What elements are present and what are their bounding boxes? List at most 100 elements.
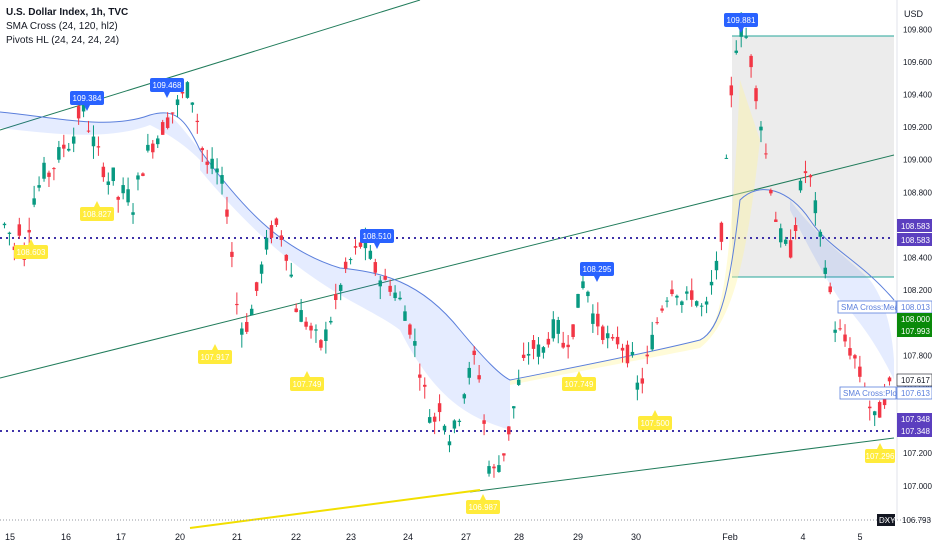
candle-down[interactable] — [531, 340, 536, 349]
candle-down[interactable] — [803, 171, 808, 174]
candle-down[interactable] — [230, 251, 234, 257]
candle-down[interactable] — [388, 285, 392, 292]
candle-down[interactable] — [334, 294, 338, 300]
candle-up[interactable] — [724, 157, 729, 159]
candle-up[interactable] — [324, 329, 328, 341]
candle-up[interactable] — [403, 311, 407, 321]
candle-up[interactable] — [190, 102, 195, 105]
candle-up[interactable] — [551, 319, 556, 339]
candle-down[interactable] — [472, 350, 476, 356]
candle-up[interactable] — [586, 291, 590, 297]
candle-down[interactable] — [808, 175, 813, 178]
candle-up[interactable] — [497, 465, 501, 472]
candle-down[interactable] — [645, 354, 649, 357]
candle-down[interactable] — [235, 303, 239, 306]
candle-down[interactable] — [225, 209, 229, 217]
candle-down[interactable] — [853, 355, 857, 359]
candle-down[interactable] — [116, 196, 120, 200]
candle-down[interactable] — [868, 406, 872, 409]
candle-up[interactable] — [299, 310, 303, 322]
candle-down[interactable] — [640, 378, 645, 384]
candle-up[interactable] — [393, 292, 397, 299]
pivot-low-7[interactable]: 106.987 — [466, 494, 500, 514]
candle-down[interactable] — [47, 172, 51, 177]
candle-up[interactable] — [813, 200, 818, 214]
candle-up[interactable] — [714, 260, 719, 271]
pivot-low-8[interactable]: 107.296 — [865, 443, 895, 463]
candle-down[interactable] — [848, 348, 852, 356]
candle-up[interactable] — [457, 420, 462, 422]
candle-down[interactable] — [160, 122, 165, 135]
candle-up[interactable] — [447, 441, 452, 446]
candle-down[interactable] — [788, 240, 793, 258]
candle-down[interactable] — [793, 225, 798, 231]
candle-up[interactable] — [556, 319, 560, 334]
candle-down[interactable] — [620, 347, 625, 351]
candle-up[interactable] — [215, 168, 219, 173]
candle-up[interactable] — [156, 138, 160, 145]
candle-down[interactable] — [437, 403, 442, 413]
candle-down[interactable] — [27, 229, 31, 233]
candle-up[interactable] — [7, 232, 12, 234]
candle-down[interactable] — [610, 337, 615, 339]
range-box[interactable] — [732, 36, 894, 277]
candle-down[interactable] — [749, 55, 753, 68]
pivot-high-3[interactable]: 108.510 — [360, 229, 394, 249]
candle-up[interactable] — [329, 320, 333, 323]
candle-down[interactable] — [843, 334, 847, 342]
candle-down[interactable] — [571, 324, 575, 337]
candle-down[interactable] — [254, 282, 259, 291]
pivot-high-4[interactable]: 108.295 — [580, 262, 614, 282]
candle-down[interactable] — [690, 290, 694, 300]
candle-down[interactable] — [319, 340, 323, 348]
candle-up[interactable] — [823, 267, 827, 274]
sma-mean-line[interactable] — [0, 111, 895, 381]
pivot-low-5[interactable]: 107.749 — [562, 371, 596, 391]
candle-up[interactable] — [427, 417, 432, 423]
candle-up[interactable] — [650, 334, 654, 350]
candle-up[interactable] — [37, 185, 41, 188]
candle-down[interactable] — [477, 375, 481, 380]
candle-up[interactable] — [106, 181, 111, 185]
candle-down[interactable] — [62, 144, 66, 149]
candle-up[interactable] — [126, 189, 130, 203]
candle-down[interactable] — [858, 366, 862, 377]
candle-down[interactable] — [279, 235, 284, 240]
candle-up[interactable] — [704, 301, 709, 305]
candle-down[interactable] — [205, 161, 209, 165]
candle-down[interactable] — [655, 322, 659, 324]
candle-up[interactable] — [516, 379, 521, 385]
candle-down[interactable] — [101, 166, 106, 178]
candle-down[interactable] — [660, 308, 664, 311]
candle-down[interactable] — [52, 168, 56, 170]
candle-down[interactable] — [195, 120, 200, 123]
candle-down[interactable] — [601, 326, 605, 340]
candle-up[interactable] — [694, 301, 699, 306]
candle-down[interactable] — [418, 374, 422, 378]
candle-up[interactable] — [348, 259, 353, 261]
candle-up[interactable] — [665, 300, 669, 302]
chart-title[interactable]: U.S. Dollar Index, 1h, TVC — [6, 7, 129, 18]
candle-down[interactable] — [729, 85, 734, 96]
candle-up[interactable] — [146, 144, 150, 151]
candle-up[interactable] — [259, 264, 264, 274]
candle-down[interactable] — [304, 321, 308, 327]
candle-up[interactable] — [32, 198, 36, 205]
pivot-low-4[interactable]: 107.749 — [290, 371, 324, 391]
pivot-low-2[interactable]: 108.827 — [80, 201, 114, 221]
candle-down[interactable] — [269, 225, 274, 238]
candle-down[interactable] — [200, 148, 204, 151]
upper-trendline[interactable] — [0, 0, 421, 131]
candle-up[interactable] — [2, 223, 7, 226]
candle-down[interactable] — [274, 218, 279, 225]
candle-up[interactable] — [314, 329, 318, 331]
candle-up[interactable] — [131, 212, 135, 215]
candle-up[interactable] — [734, 50, 738, 53]
candle-up[interactable] — [512, 406, 516, 409]
candle-up[interactable] — [779, 228, 783, 243]
candle-up[interactable] — [541, 347, 546, 353]
candle-down[interactable] — [245, 321, 249, 332]
yellow-trendline[interactable] — [189, 489, 481, 529]
candle-down[interactable] — [670, 289, 674, 295]
